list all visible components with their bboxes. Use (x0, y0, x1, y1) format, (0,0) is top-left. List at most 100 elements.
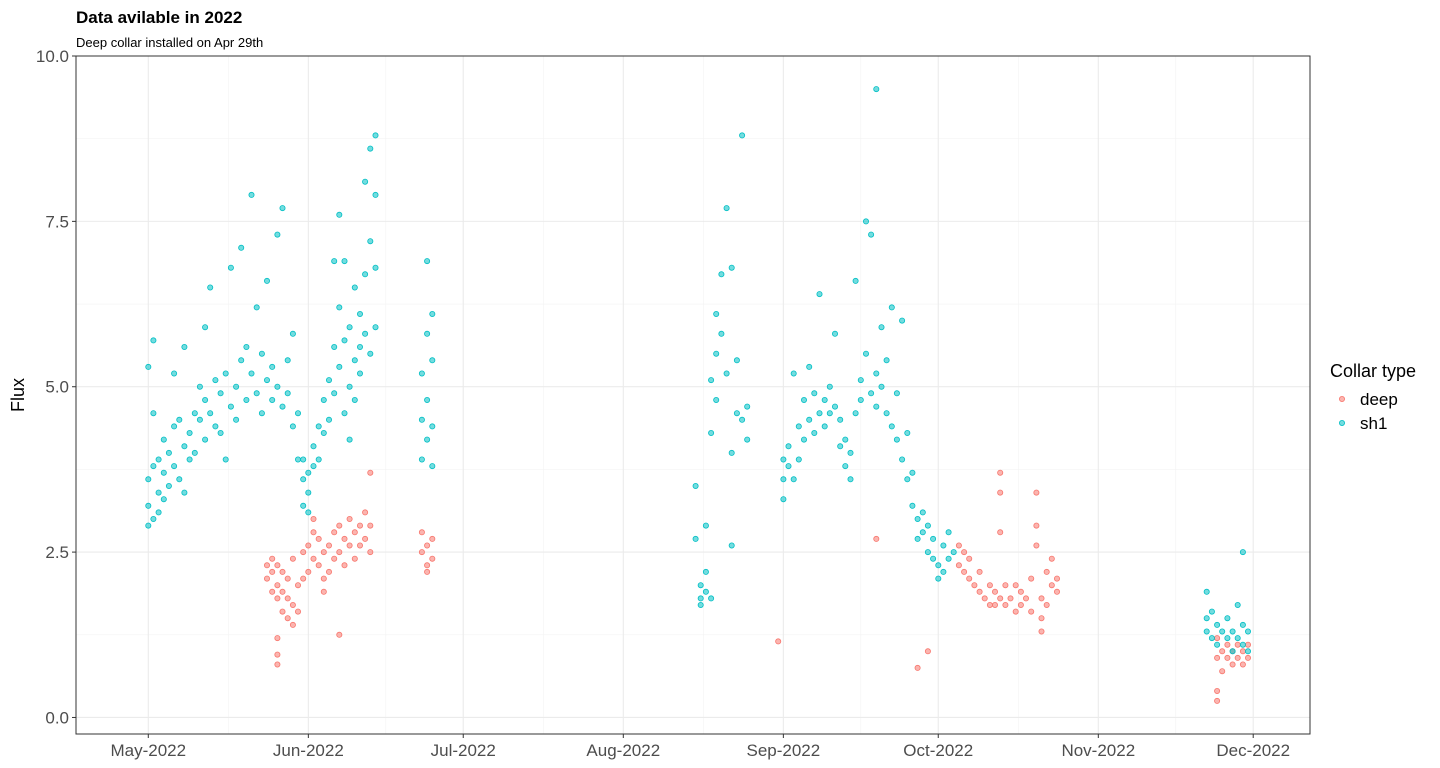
data-point-sh1 (733, 410, 740, 417)
data-point-deep (274, 562, 281, 569)
data-point-deep (1234, 654, 1241, 661)
data-point-sh1 (294, 410, 301, 417)
data-point-deep (269, 588, 276, 595)
data-point-sh1 (289, 330, 296, 337)
data-point-sh1 (331, 390, 338, 397)
data-point-sh1 (826, 410, 833, 417)
data-point-deep (356, 522, 363, 529)
data-point-sh1 (294, 456, 301, 463)
data-point-sh1 (263, 377, 270, 384)
data-point-deep (1028, 575, 1035, 582)
data-point-sh1 (351, 284, 358, 291)
data-point-sh1 (331, 343, 338, 350)
data-point-sh1 (744, 403, 751, 410)
data-point-sh1 (893, 436, 900, 443)
data-point-sh1 (160, 496, 167, 503)
y-tick-label: 0.0 (45, 708, 69, 727)
data-point-deep (424, 562, 431, 569)
data-point-sh1 (362, 271, 369, 278)
data-point-sh1 (181, 443, 188, 450)
data-point-deep (274, 582, 281, 589)
data-point-deep (1048, 582, 1055, 589)
x-tick-label: Dec-2022 (1216, 741, 1290, 760)
x-axis: May-2022 Jun-2022 Jul-2022 Aug-2022 Sep-2022… (110, 734, 1290, 760)
data-point-deep (966, 555, 973, 562)
data-point-sh1 (269, 396, 276, 403)
data-point-sh1 (145, 363, 152, 370)
data-point-deep (346, 542, 353, 549)
data-point-deep (362, 509, 369, 516)
data-point-sh1 (888, 304, 895, 311)
data-point-deep (955, 562, 962, 569)
data-point-deep (966, 575, 973, 582)
data-point-sh1 (351, 357, 358, 364)
data-point-sh1 (217, 390, 224, 397)
data-point-sh1 (418, 416, 425, 423)
data-point-sh1 (367, 238, 374, 245)
data-point-sh1 (202, 396, 209, 403)
data-point-sh1 (274, 231, 281, 238)
data-point-sh1 (739, 132, 746, 139)
data-point-sh1 (1245, 628, 1252, 635)
data-point-deep (424, 542, 431, 549)
data-point-sh1 (852, 410, 859, 417)
data-point-sh1 (816, 410, 823, 417)
data-point-sh1 (196, 416, 203, 423)
data-point-sh1 (274, 383, 281, 390)
y-axis: 0.0 2.5 5.0 7.5 10.0 (36, 47, 76, 727)
data-point-deep (367, 549, 374, 556)
data-point-sh1 (289, 423, 296, 430)
data-point-deep (1012, 608, 1019, 615)
x-tick-label: Jun-2022 (273, 741, 344, 760)
data-point-sh1 (852, 277, 859, 284)
data-point-sh1 (697, 582, 704, 589)
y-tick-label: 7.5 (45, 212, 69, 231)
data-point-sh1 (1224, 635, 1231, 642)
data-point-sh1 (315, 423, 322, 430)
data-point-sh1 (739, 416, 746, 423)
data-point-deep (269, 568, 276, 575)
data-point-deep (1214, 697, 1221, 704)
y-tick-label: 10.0 (36, 47, 69, 66)
data-point-sh1 (310, 463, 317, 470)
data-point-sh1 (713, 396, 720, 403)
data-point-deep (997, 595, 1004, 602)
data-point-sh1 (728, 542, 735, 549)
data-point-deep (986, 602, 993, 609)
data-point-sh1 (258, 350, 265, 357)
data-point-sh1 (1203, 588, 1210, 595)
data-point-sh1 (145, 502, 152, 509)
data-point-sh1 (424, 258, 431, 265)
data-point-sh1 (919, 509, 926, 516)
data-point-sh1 (372, 191, 379, 198)
y-tick-label: 2.5 (45, 543, 69, 562)
data-point-sh1 (811, 390, 818, 397)
data-point-deep (1054, 575, 1061, 582)
data-point-sh1 (909, 469, 916, 476)
x-tick-label: Jul-2022 (431, 741, 496, 760)
data-point-sh1 (212, 377, 219, 384)
chart-subtitle: Deep collar installed on Apr 29th (76, 35, 263, 50)
data-point-sh1 (692, 535, 699, 542)
data-point-deep (351, 555, 358, 562)
data-point-sh1 (248, 191, 255, 198)
data-point-deep (1224, 654, 1231, 661)
x-tick-label: May-2022 (110, 741, 186, 760)
data-point-deep (1017, 602, 1024, 609)
data-point-sh1 (331, 258, 338, 265)
chart-title: Data avilable in 2022 (76, 8, 242, 27)
data-point-deep (997, 469, 1004, 476)
data-point-deep (429, 535, 436, 542)
data-point-sh1 (919, 529, 926, 536)
data-point-sh1 (356, 370, 363, 377)
data-point-sh1 (233, 416, 240, 423)
data-point-sh1 (171, 423, 178, 430)
data-point-sh1 (935, 562, 942, 569)
legend-title: Collar type (1330, 361, 1416, 381)
data-point-deep (279, 568, 286, 575)
data-point-sh1 (207, 410, 214, 417)
data-point-deep (294, 582, 301, 589)
data-point-deep (992, 588, 999, 595)
data-point-deep (263, 575, 270, 582)
